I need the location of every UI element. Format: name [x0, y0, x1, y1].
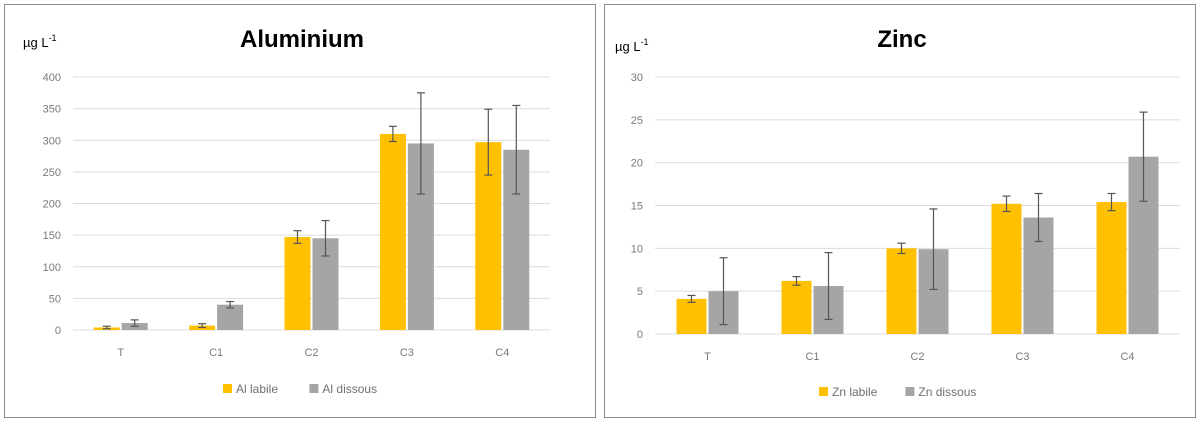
x-tick-label: C1 [805, 351, 819, 363]
legend-label: Zn labile [832, 385, 878, 399]
y-tick-label: 150 [43, 230, 61, 242]
labile-bar [1096, 202, 1127, 334]
y-tick-label: 10 [631, 243, 643, 255]
legend-swatch [223, 384, 232, 393]
y-tick-label: 0 [55, 325, 61, 337]
legend-label: Zn dissous [918, 385, 976, 399]
x-tick-label: C3 [1015, 351, 1029, 363]
y-tick-label: 300 [43, 135, 61, 147]
x-tick-label: C1 [209, 347, 223, 359]
labile-bar [284, 237, 311, 330]
y-unit-label: µg L-1 [615, 37, 649, 54]
x-tick-label: C2 [910, 351, 924, 363]
chart-title: Zinc [877, 26, 926, 53]
zinc-chart: Zinc µg L-1 0 5 10 15 20 25 30 T C1 C2 C3 C4 Zn labile… [615, 26, 1180, 399]
x-tick-label: C4 [1120, 351, 1134, 363]
labile-bar [379, 133, 406, 330]
zinc-chart-panel: Zinc µg L-1 0 5 10 15 20 25 30 T C1 C2 C3 C4 Zn labile… [604, 4, 1196, 418]
aluminium-chart-panel: Aluminium µg L-1 0 50 100 150 200 250 300 350 400 T… [4, 4, 596, 418]
legend-label: Al dissous [322, 382, 377, 396]
y-tick-label: 30 [631, 72, 643, 84]
x-tick-label: C3 [400, 347, 414, 359]
aluminium-chart: Aluminium µg L-1 0 50 100 150 200 250 300 350 400 T… [23, 26, 550, 396]
x-tick-label: T [117, 347, 124, 359]
chart-title: Aluminium [240, 26, 364, 53]
legend-label: Al labile [236, 382, 278, 396]
x-tick-label: T [704, 351, 711, 363]
y-tick-label: 250 [43, 167, 61, 179]
labile-bar [676, 298, 707, 334]
labile-bar [991, 203, 1022, 334]
y-tick-label: 350 [43, 104, 61, 116]
y-tick-label: 15 [631, 201, 643, 213]
y-tick-label: 25 [631, 115, 643, 127]
y-tick-label: 0 [637, 329, 643, 341]
y-tick-label: 5 [637, 286, 643, 298]
y-unit-label: µg L-1 [23, 33, 57, 50]
dissous-bar [217, 304, 244, 330]
legend-swatch [819, 387, 828, 396]
y-tick-label: 200 [43, 199, 61, 211]
y-tick-label: 400 [43, 72, 61, 84]
labile-bar [781, 280, 812, 334]
x-tick-label: C4 [495, 347, 509, 359]
y-tick-label: 50 [49, 293, 61, 305]
x-tick-label: C2 [304, 347, 318, 359]
legend-swatch [309, 384, 319, 393]
legend-swatch [905, 387, 915, 396]
y-tick-label: 20 [631, 158, 643, 170]
y-tick-label: 100 [43, 262, 61, 274]
labile-bar [886, 248, 917, 334]
